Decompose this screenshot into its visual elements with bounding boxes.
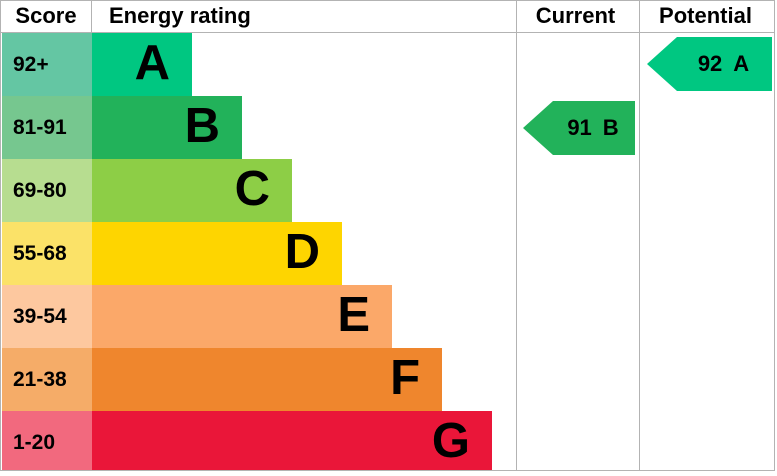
score-range-a: 92+ (2, 33, 92, 96)
rating-letter-b: B (184, 99, 220, 153)
score-column-header: Score (1, 1, 92, 32)
current-rating-letter: B (602, 115, 619, 140)
band-row-g: 1-20 G (1, 411, 774, 470)
rating-letter-e: E (337, 288, 370, 342)
rating-bar-f: F (92, 348, 442, 411)
rating-letter-a: A (134, 36, 170, 90)
current-column-divider (516, 1, 517, 470)
potential-column-divider (639, 1, 640, 470)
rating-bar-b: B (92, 96, 242, 159)
score-range-b: 81-91 (2, 96, 92, 159)
band-row-d: 55-68 D (1, 222, 774, 285)
rating-letter-d: D (284, 225, 320, 279)
rating-letter-c: C (234, 162, 270, 216)
rating-bar-a: A (92, 33, 192, 96)
band-row-b: 81-91 B (1, 96, 774, 159)
rating-bar-e: E (92, 285, 392, 348)
rating-letter-f: F (390, 351, 420, 405)
rating-bar-d: D (92, 222, 342, 285)
band-row-c: 69-80 C (1, 159, 774, 222)
rating-bands: 92+ A 81-91 B 69-80 C 55-68 D 39-54 E 21… (1, 33, 774, 470)
score-range-d: 55-68 (2, 222, 92, 285)
potential-rating-arrow: 92 A (647, 37, 772, 91)
band-row-f: 21-38 F (1, 348, 774, 411)
score-range-g: 1-20 (2, 411, 92, 470)
current-rating-value: 91 (567, 115, 592, 140)
energy-rating-column-header: Energy rating (109, 3, 251, 28)
rating-bar-c: C (92, 159, 292, 222)
rating-bar-g: G (92, 411, 492, 470)
score-range-c: 69-80 (2, 159, 92, 222)
potential-rating-value: 92 (697, 51, 723, 76)
current-column-header: Current (535, 3, 616, 28)
band-row-e: 39-54 E (1, 285, 774, 348)
chart-header: Score Energy rating Current Potential (1, 1, 774, 33)
rating-letter-g: G (431, 414, 470, 468)
score-range-e: 39-54 (2, 285, 92, 348)
current-rating-arrow: 91 B (523, 101, 635, 155)
score-range-f: 21-38 (2, 348, 92, 411)
potential-rating-letter: A (733, 51, 750, 76)
band-row-a: 92+ A (1, 33, 774, 96)
potential-column-header: Potential (659, 3, 752, 28)
